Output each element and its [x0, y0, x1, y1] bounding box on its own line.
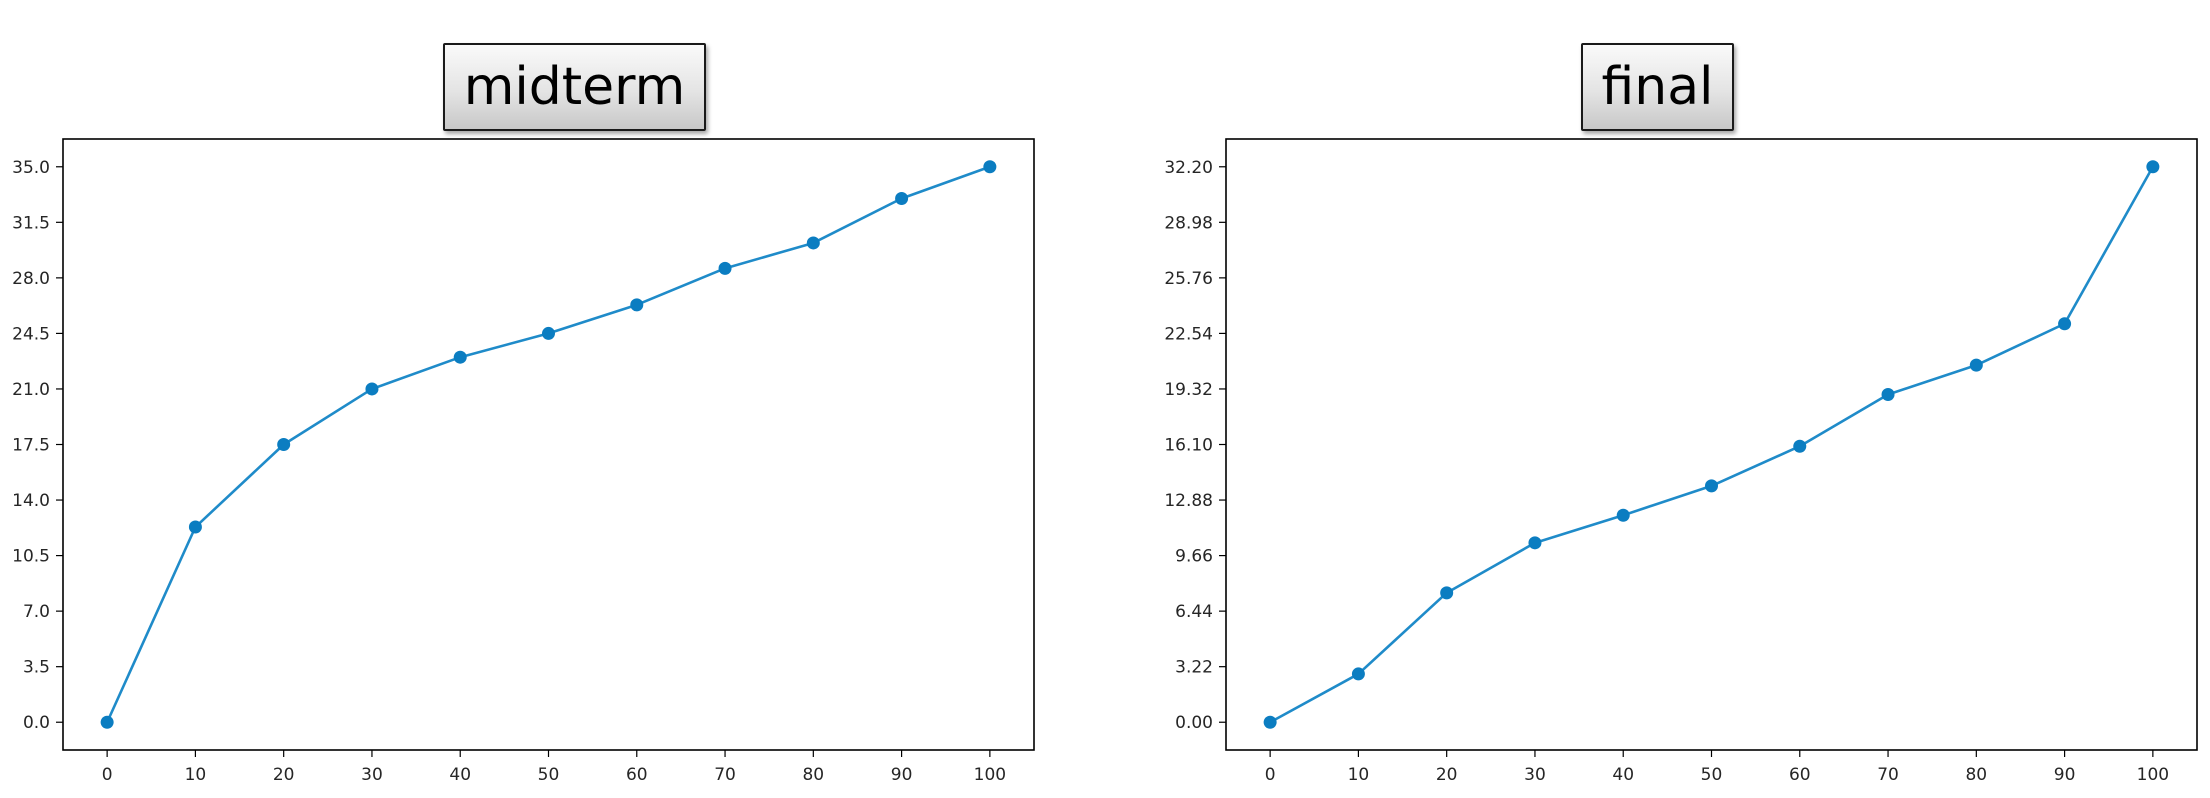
midterm-data-point — [630, 298, 644, 312]
final-y-tick-label: 25.76 — [1164, 269, 1213, 289]
final-x-tick-label: 10 — [1348, 765, 1370, 785]
midterm-data-point — [277, 438, 291, 451]
final-data-point — [1881, 387, 1895, 401]
midterm-y-tick-label: 28.0 — [12, 269, 50, 289]
final-data-point — [1616, 508, 1630, 522]
midterm-x-tick-label: 100 — [974, 765, 1006, 785]
midterm-chart: 0 10 20 30 40 50 60 70 80 90 100 0.0 3.5 7.0 10.5 14.0 1… — [12, 138, 1035, 785]
midterm-x-tick-label: 50 — [538, 765, 560, 785]
midterm-y-tick-label: 31.5 — [12, 213, 50, 233]
midterm-data-point — [895, 192, 909, 206]
midterm-x-tick-label: 30 — [361, 765, 383, 785]
midterm-x-tick-label: 10 — [185, 765, 207, 785]
final-data-point — [2058, 317, 2072, 331]
midterm-data-point — [542, 326, 555, 340]
final-x-tick-label: 80 — [1965, 765, 1987, 785]
midterm-x-tick-label: 80 — [802, 765, 824, 785]
final-y-tick-label: 9.66 — [1175, 547, 1213, 567]
midterm-y-tick-label: 24.5 — [12, 324, 50, 344]
midterm-x-tick-label: 90 — [891, 765, 913, 785]
final-data-point — [1969, 358, 1983, 372]
final-chart: 0 10 20 30 40 50 60 70 80 90 100 0.00 3.22 6.44 9.66 12… — [1164, 138, 2198, 785]
midterm-y-tick-label: 14.0 — [12, 491, 50, 511]
final-x-tick-label: 90 — [2054, 765, 2076, 785]
final-x-tick-label: 0 — [1265, 765, 1276, 785]
midterm-y-tick-label: 17.5 — [12, 436, 50, 456]
midterm-chart-title: midterm — [443, 43, 706, 131]
final-x-tick-label: 70 — [1877, 765, 1899, 785]
final-data-point — [2146, 160, 2160, 174]
final-y-tick-label: 28.98 — [1164, 213, 1213, 233]
final-series-line — [1269, 166, 2154, 724]
final-data-point — [1528, 536, 1542, 550]
final-y-tick-label: 16.10 — [1164, 436, 1213, 456]
midterm-data-point — [718, 261, 732, 275]
final-x-tick-label: 100 — [2137, 765, 2169, 785]
midterm-y-tick-label: 21.0 — [12, 380, 50, 400]
midterm-data-point — [100, 715, 114, 729]
midterm-y-tick-label: 0.0 — [23, 713, 50, 733]
final-x-tick-label: 60 — [1789, 765, 1811, 785]
midterm-y-tick-label: 3.5 — [23, 658, 50, 678]
final-x-tick-label: 30 — [1524, 765, 1546, 785]
midterm-x-tick-label: 0 — [102, 765, 113, 785]
final-y-tick-label: 19.32 — [1164, 380, 1213, 400]
midterm-data-point — [188, 520, 202, 534]
final-data-point — [1705, 479, 1718, 493]
midterm-data-point — [453, 350, 467, 364]
final-x-tick-label: 20 — [1436, 765, 1458, 785]
final-y-tick-label: 22.54 — [1164, 324, 1213, 344]
midterm-x-tick-label: 70 — [714, 765, 736, 785]
midterm-data-point — [983, 160, 997, 174]
midterm-x-tick-label: 60 — [626, 765, 648, 785]
midterm-y-tick-label: 7.0 — [23, 602, 50, 622]
midterm-x-tick-label: 40 — [449, 765, 471, 785]
final-y-tick-label: 12.88 — [1164, 491, 1213, 511]
final-data-point — [1351, 667, 1365, 681]
midterm-y-tick-label: 35.0 — [12, 158, 50, 178]
final-chart-title: final — [1581, 43, 1734, 131]
midterm-data-point — [365, 382, 379, 396]
final-data-point — [1793, 439, 1807, 453]
final-y-tick-label: 32.20 — [1164, 158, 1213, 178]
final-y-tick-label: 6.44 — [1175, 602, 1213, 622]
final-axes-frame — [1225, 138, 2198, 751]
midterm-data-point — [806, 236, 820, 250]
midterm-y-tick-label: 10.5 — [12, 547, 50, 567]
midterm-series-line — [105, 165, 991, 723]
final-x-tick-label: 50 — [1701, 765, 1723, 785]
midterm-axes-frame — [62, 138, 1035, 751]
final-data-point — [1440, 586, 1454, 600]
midterm-x-tick-label: 20 — [273, 765, 295, 785]
final-data-point — [1263, 715, 1277, 729]
final-y-tick-label: 0.00 — [1175, 713, 1213, 733]
final-y-tick-label: 3.22 — [1175, 658, 1213, 678]
final-x-tick-label: 40 — [1612, 765, 1634, 785]
